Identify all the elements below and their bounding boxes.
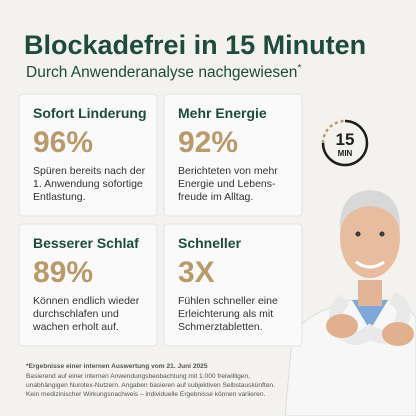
card-text: wachen erholt auf. bbox=[32, 321, 119, 333]
card bbox=[163, 93, 303, 217]
footnote-line: Kein medizinischer Wirkungsnachweis – in… bbox=[26, 391, 265, 398]
card-text: Können endlich wieder bbox=[33, 295, 140, 307]
subtitle: Durch Anwenderanalyse nachgewiesen* bbox=[26, 63, 301, 81]
footnote-line: unabhängigen Nurotex-Nutzern. Angaben ba… bbox=[26, 382, 275, 389]
badge-unit: MIN bbox=[338, 149, 353, 158]
card-text: Berichteten von mehr bbox=[178, 165, 278, 177]
card-text: 1. Anwendung sofortige bbox=[33, 178, 143, 190]
card-text: Spüren bereits nach der bbox=[33, 165, 146, 177]
person-illustration bbox=[284, 190, 416, 416]
card-heading: Sofort Linderung bbox=[33, 105, 147, 121]
time-badge: 15 MIN bbox=[321, 119, 369, 167]
card-heading: Mehr Energie bbox=[178, 105, 267, 121]
cards: Sofort Linderung 96% Spüren bereits nach d… bbox=[18, 93, 303, 347]
card-text: Schmerztabletten. bbox=[178, 321, 263, 333]
card-stat: 96% bbox=[33, 126, 93, 159]
card-heading: Schneller bbox=[178, 235, 242, 251]
footnote: *Ergebnisse einer internen Auswertung vo… bbox=[26, 363, 275, 398]
note-marker: * bbox=[297, 63, 301, 74]
card-heading: Besserer Schlaf bbox=[33, 235, 139, 251]
title: Blockadefrei in 15 Minuten bbox=[24, 30, 366, 60]
card-text: Erleichterung als mit bbox=[178, 308, 273, 320]
card bbox=[18, 223, 158, 347]
footnote-line: Basierend auf einer internen Anwendungsb… bbox=[26, 373, 250, 380]
card-text: freude im Alltag. bbox=[178, 191, 253, 203]
card bbox=[163, 223, 303, 347]
card-text: Energie und Lebens- bbox=[178, 178, 276, 190]
card-text: durchschlafen und bbox=[33, 308, 119, 320]
subtitle-text: Durch Anwenderanalyse nachgewiesen bbox=[26, 64, 297, 81]
card-text: Fühlen schneller eine bbox=[178, 295, 278, 307]
footnote-title: *Ergebnisse einer internen Auswertung vo… bbox=[26, 363, 208, 370]
card-text: Entlastung. bbox=[33, 191, 86, 203]
card-stat: 3X bbox=[178, 256, 215, 289]
badge-number: 15 bbox=[336, 130, 355, 149]
card-stat: 89% bbox=[33, 256, 93, 289]
card bbox=[18, 93, 158, 217]
card-stat: 92% bbox=[178, 126, 238, 159]
